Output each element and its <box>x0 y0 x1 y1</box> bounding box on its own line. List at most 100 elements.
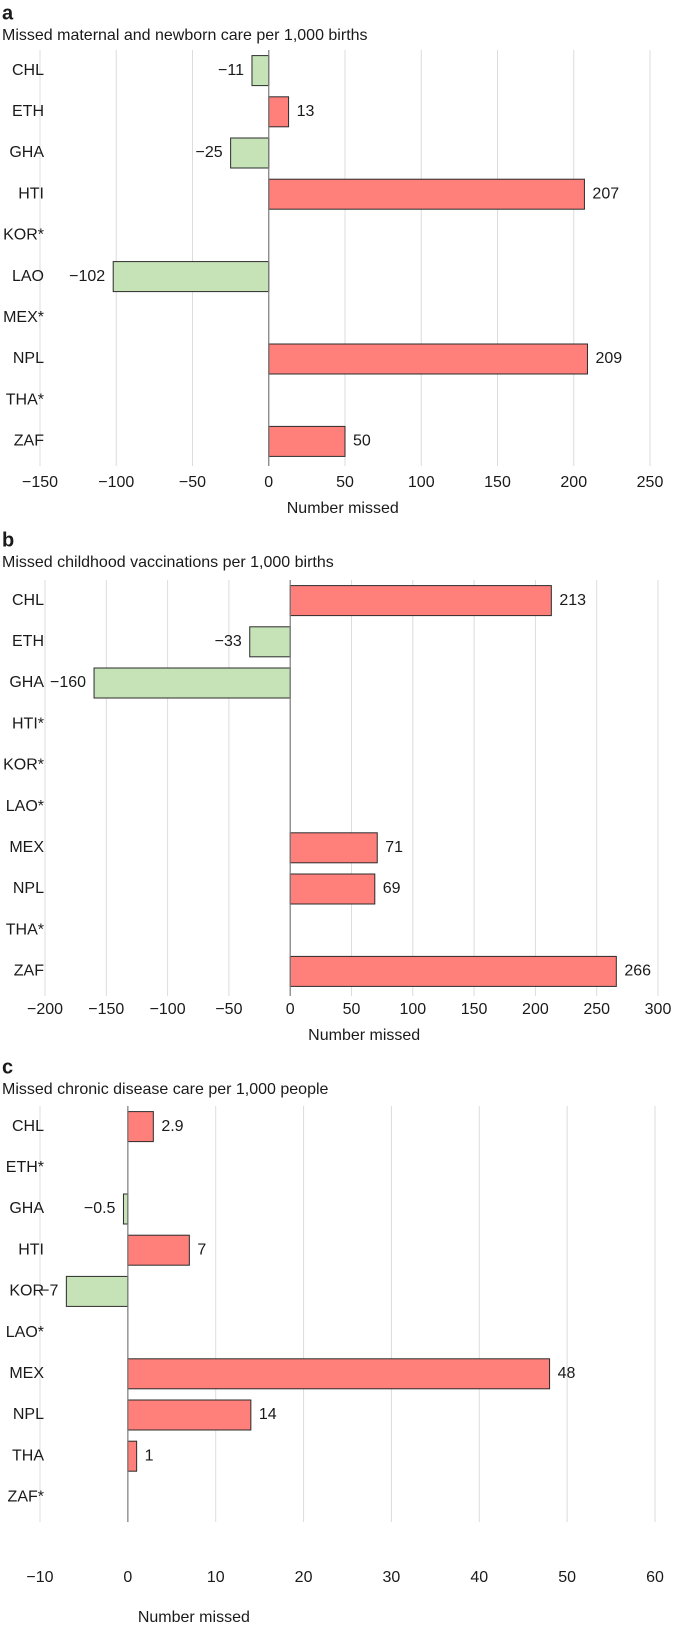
panel-b-category-label: NPL <box>13 880 44 897</box>
panel-a-letter: a <box>2 2 14 24</box>
panel-a-data-label: 207 <box>592 185 619 202</box>
panel-a-tick-label: −150 <box>22 474 58 491</box>
panel-b-category-label: ETH <box>12 633 44 650</box>
panel-b-category-label: CHL <box>12 592 44 609</box>
panel-c-tick-label: −10 <box>26 1569 53 1586</box>
panel-b-data-label: 71 <box>385 839 403 856</box>
panel-b-category-label: KOR* <box>3 757 44 774</box>
panel-c-letter: c <box>2 1056 13 1078</box>
panel-a-category-label: HTI <box>18 185 44 202</box>
panel-c-bar <box>127 1358 551 1390</box>
panel-a-tick-label: 200 <box>560 474 587 491</box>
panel-c-data-label: 2.9 <box>161 1118 183 1135</box>
panel-a-tick-label: −100 <box>98 474 134 491</box>
panel-c-bar <box>127 1234 190 1266</box>
panel-c-category-label: THA <box>12 1447 44 1464</box>
panel-c-bar <box>127 1111 154 1143</box>
panel-b-data-label: 266 <box>624 963 651 980</box>
panel-a-data-label: −25 <box>195 144 222 161</box>
panel-b-data-label: −33 <box>215 633 242 650</box>
panel-a-axis-title: Number missed <box>287 500 399 517</box>
panel-b-category-label: HTI* <box>12 715 44 732</box>
panel-c-data-label: 1 <box>145 1447 154 1464</box>
panel-c-bar <box>122 1193 129 1225</box>
panel-c-tick-label: 30 <box>383 1569 401 1586</box>
panel-c-data-label: −7 <box>40 1283 58 1300</box>
panel-b-tick-label: 150 <box>461 1001 488 1018</box>
panel-c-category-label: MEX <box>9 1365 44 1382</box>
panel-c-bar <box>127 1399 252 1431</box>
panel-b-data-label: 69 <box>383 880 401 897</box>
panel-c-data-label: −0.5 <box>84 1200 116 1217</box>
panel-c-tick-label: 60 <box>646 1569 664 1586</box>
panel-a-category-label: KOR* <box>3 227 44 244</box>
panel-c-title: Missed chronic disease care per 1,000 pe… <box>2 1081 329 1098</box>
panel-a-tick-label: −50 <box>179 474 206 491</box>
panel-b-bar <box>249 626 291 658</box>
panel-c-tick-label: 40 <box>470 1569 488 1586</box>
panel-b-bar <box>289 955 617 987</box>
panel-a-data-label: −11 <box>218 62 244 79</box>
panel-c-category-label: ZAF* <box>8 1489 44 1506</box>
panel-b-bar <box>289 832 378 864</box>
panel-a-bar <box>112 261 270 293</box>
panel-a-data-label: 13 <box>297 103 315 120</box>
panel-a-tick-label: 50 <box>336 474 354 491</box>
panel-c-category-label: CHL <box>12 1118 44 1135</box>
panel-b-tick-label: 100 <box>399 1001 426 1018</box>
panel-b-tick-label: −50 <box>215 1001 242 1018</box>
panel-b-tick-label: 50 <box>343 1001 361 1018</box>
panel-a-tick-label: 150 <box>484 474 511 491</box>
panel-a-bar <box>268 425 346 457</box>
panel-b-bar <box>289 585 552 617</box>
panel-b-data-label: 213 <box>559 592 586 609</box>
panel-b-category-label: GHA <box>9 674 44 691</box>
panel-a-bar <box>268 96 290 128</box>
panel-a-category-label: NPL <box>13 350 44 367</box>
panel-c-axis-title: Number missed <box>138 1609 250 1626</box>
panel-c-tick-label: 0 <box>123 1569 132 1586</box>
panel-b-category-label: LAO* <box>6 798 44 815</box>
panel-c-category-label: HTI <box>18 1241 44 1258</box>
panel-b-category-label: THA* <box>6 921 44 938</box>
panel-b-data-label: −160 <box>50 674 86 691</box>
panel-b-axis-title: Number missed <box>308 1027 420 1044</box>
panel-a-category-label: THA* <box>6 391 44 408</box>
panel-a-category-label: CHL <box>12 62 44 79</box>
panel-a-category-label: GHA <box>9 144 44 161</box>
panel-b-tick-label: 200 <box>522 1001 549 1018</box>
panel-a-tick-label: 0 <box>264 474 273 491</box>
panel-a-category-label: LAO <box>12 268 44 285</box>
panel-c-tick-label: 10 <box>207 1569 225 1586</box>
panel-c-data-label: 48 <box>558 1365 576 1382</box>
panel-a-data-label: −102 <box>69 268 105 285</box>
panel-a-title: Missed maternal and newborn care per 1,0… <box>2 27 368 44</box>
panel-a-tick-label: 100 <box>408 474 435 491</box>
panel-b-bar <box>93 667 291 699</box>
panel-c-category-label: LAO* <box>6 1324 44 1341</box>
panel-b-tick-label: −150 <box>88 1001 124 1018</box>
panel-a-tick-label: 250 <box>637 474 664 491</box>
panel-c-category-label: ETH* <box>6 1159 44 1176</box>
panel-a-data-label: 50 <box>353 433 371 450</box>
panel-b-bar <box>289 873 376 905</box>
panel-a-data-label: 209 <box>595 350 622 367</box>
panel-b-title: Missed childhood vaccinations per 1,000 … <box>2 554 334 571</box>
panel-c-tick-label: 20 <box>295 1569 313 1586</box>
panel-b-tick-label: −100 <box>150 1001 186 1018</box>
panel-a-bar <box>251 55 270 87</box>
panel-b-tick-label: −200 <box>27 1001 63 1018</box>
panel-b-category-label: ZAF <box>14 963 44 980</box>
panel-b-letter: b <box>2 529 14 551</box>
panel-a-bar <box>268 178 585 210</box>
panel-b-category-label: MEX <box>9 839 44 856</box>
panel-a-category-label: ETH <box>12 103 44 120</box>
panel-c-category-label: KOR <box>9 1283 44 1300</box>
panel-c-bar <box>65 1275 129 1307</box>
panel-c-tick-label: 50 <box>558 1569 576 1586</box>
panel-c-data-label: 14 <box>259 1406 277 1423</box>
panel-b-tick-label: 0 <box>286 1001 295 1018</box>
panel-b-tick-label: 250 <box>583 1001 610 1018</box>
panel-c-category-label: GHA <box>9 1200 44 1217</box>
